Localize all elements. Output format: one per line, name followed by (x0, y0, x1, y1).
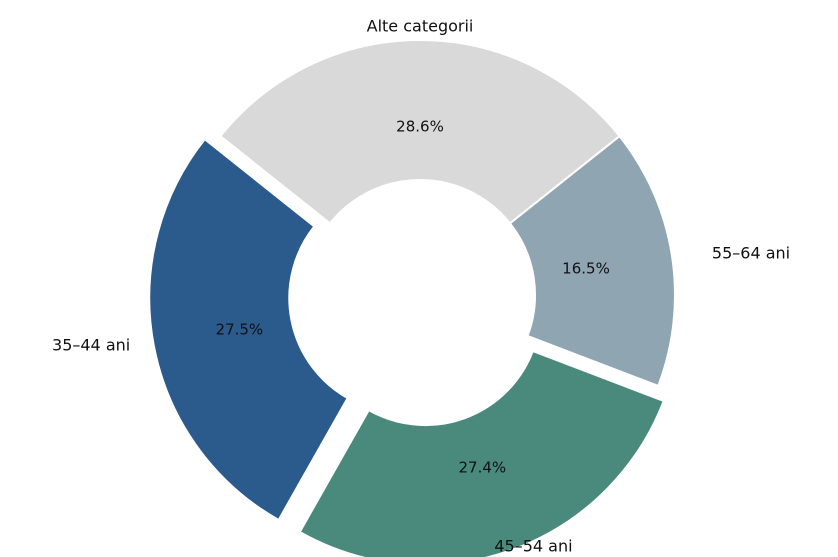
value-label: 28.6% (396, 118, 444, 136)
value-label: 27.5% (216, 321, 264, 339)
donut-slice (298, 349, 665, 557)
value-label: 27.4% (458, 459, 506, 477)
category-label: 35–44 ani (52, 336, 130, 355)
category-label: Alte categorii (367, 17, 474, 36)
category-label: 45–54 ani (494, 537, 572, 556)
category-label: 55–64 ani (712, 243, 790, 262)
donut-slice (148, 137, 349, 522)
value-label: 16.5% (562, 260, 610, 278)
donut-slice (508, 134, 676, 388)
donut-slice (219, 39, 621, 225)
